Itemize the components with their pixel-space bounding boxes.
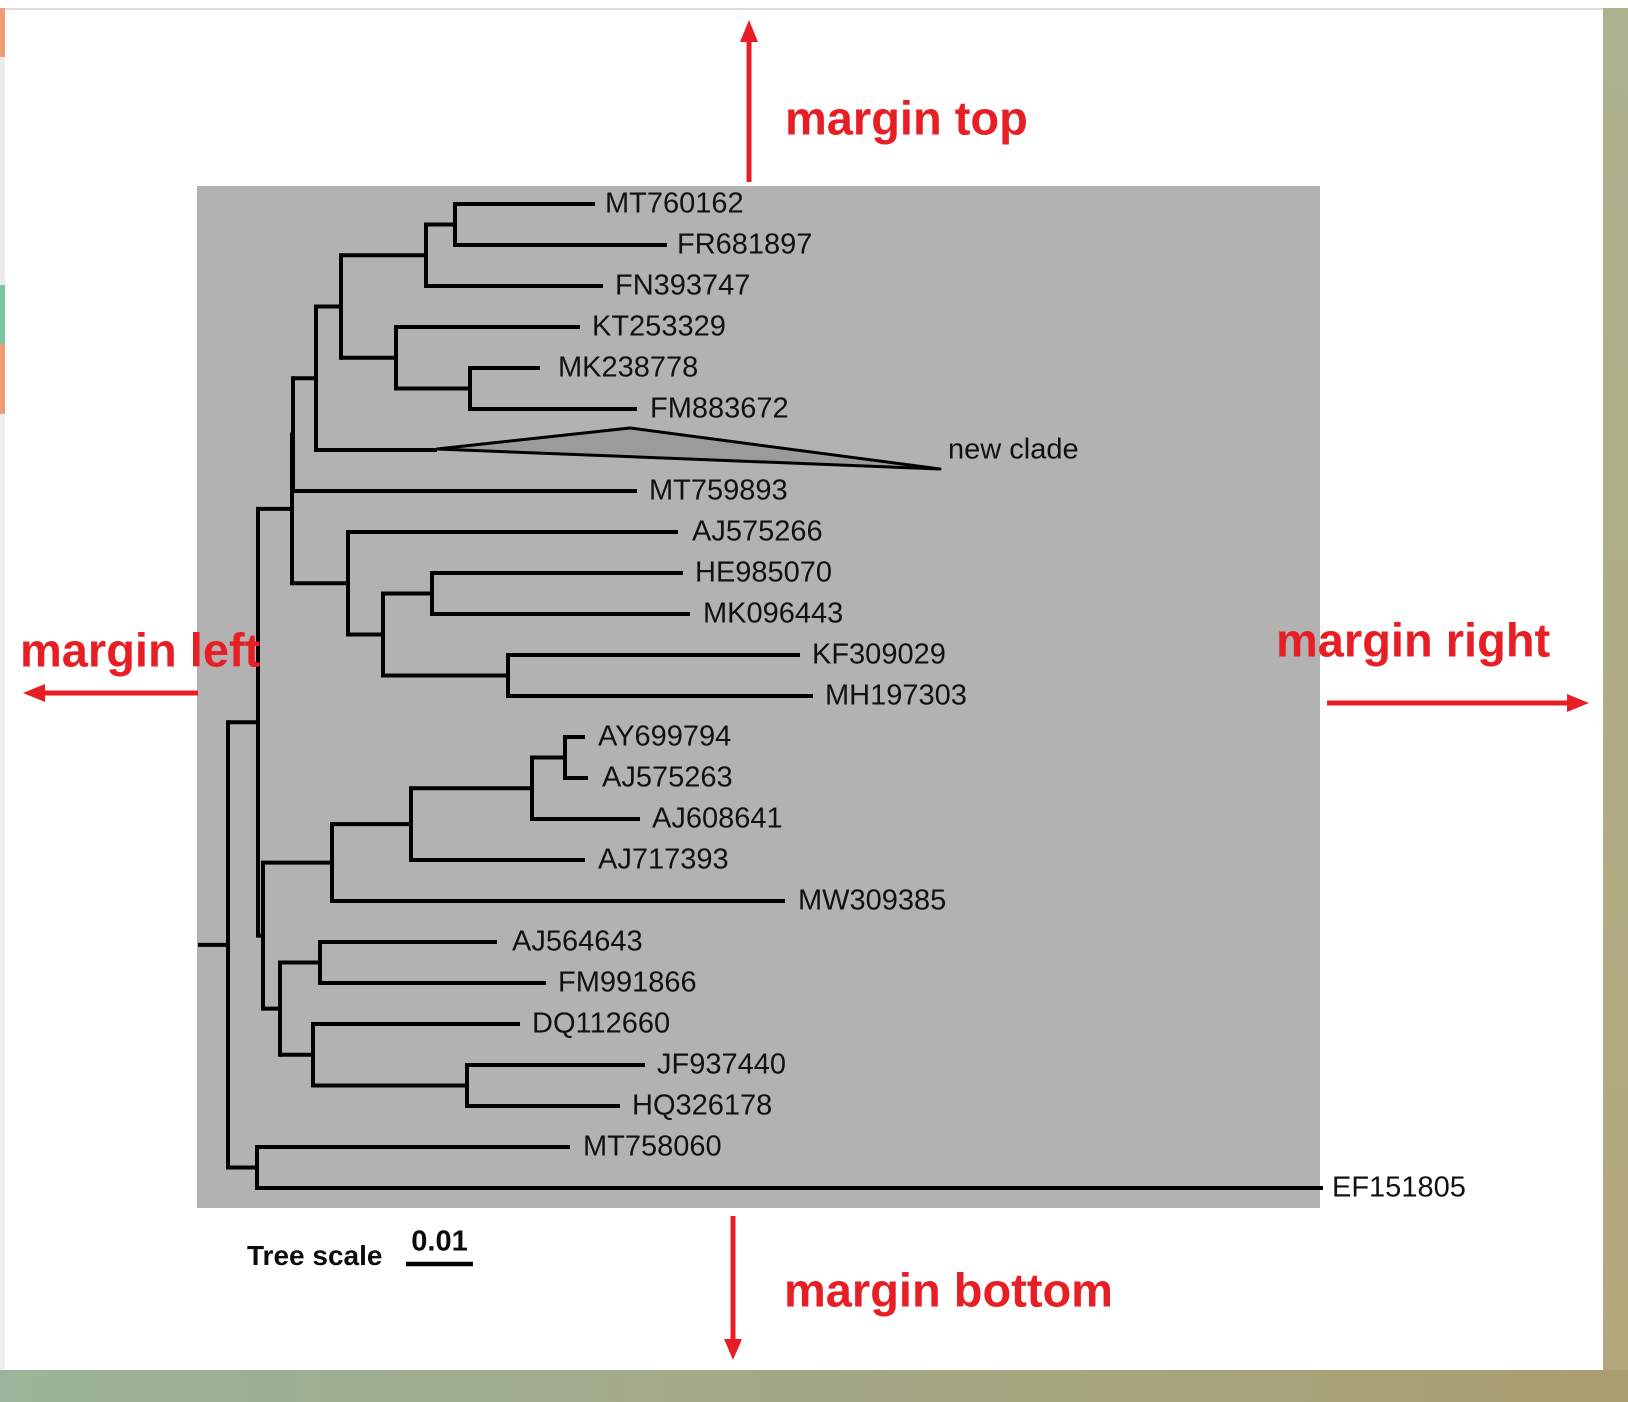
bottom-edge-strip	[0, 1370, 1628, 1402]
right-edge-strip	[1603, 8, 1628, 1370]
tip-label[interactable]: AJ575266	[692, 515, 823, 548]
margin-bottom-label: margin bottom	[784, 1263, 1113, 1317]
tip-label[interactable]: DQ112660	[532, 1007, 671, 1040]
tip-label[interactable]: KT253329	[592, 310, 726, 343]
tip-label[interactable]: MK096443	[703, 597, 844, 630]
left-strip-segment	[0, 344, 5, 414]
margin-left-arrowhead	[23, 684, 45, 702]
tip-label[interactable]: AJ564643	[512, 925, 643, 958]
tip-label[interactable]: MW309385	[798, 884, 947, 917]
tip-label[interactable]: MT759893	[649, 474, 788, 507]
tip-label[interactable]: AY699794	[598, 720, 732, 753]
tip-label[interactable]: KF309029	[812, 638, 946, 671]
tip-label[interactable]: AJ608641	[652, 802, 783, 835]
margin-right-arrowhead	[1567, 694, 1589, 712]
collapsed-clade-triangle[interactable]	[435, 426, 942, 471]
tip-label[interactable]: MH197303	[825, 679, 967, 712]
tip-label[interactable]: FM883672	[650, 392, 789, 425]
tip-label[interactable]: HQ326178	[632, 1089, 773, 1122]
left-strip-segment	[0, 8, 5, 57]
tip-label[interactable]: MT760162	[605, 187, 744, 220]
tip-label[interactable]: EF151805	[1332, 1171, 1466, 1204]
collapsed-clade-label[interactable]: new clade	[948, 433, 1079, 466]
left-edge-strip	[0, 8, 5, 1370]
tip-label[interactable]: HE985070	[695, 556, 833, 589]
left-strip-segment	[0, 57, 5, 285]
tree-branches	[198, 202, 1323, 1190]
collapsed-clade-group	[316, 426, 942, 471]
tip-label[interactable]: JF937440	[657, 1048, 786, 1081]
tip-label[interactable]: FM991866	[558, 966, 697, 999]
tip-label[interactable]: MK238778	[558, 351, 699, 384]
tree-scale-value: 0.01	[411, 1225, 468, 1258]
margin-arrows	[23, 20, 1589, 1360]
tip-label[interactable]: AJ717393	[598, 843, 729, 876]
tip-label[interactable]: AJ575263	[602, 761, 733, 794]
left-strip-segment	[0, 285, 5, 344]
top-hairline	[0, 8, 1628, 10]
tip-label[interactable]: MT758060	[583, 1130, 722, 1163]
margin-right-label: margin right	[1276, 613, 1551, 667]
tree-scale-label: Tree scale	[247, 1240, 383, 1271]
margin-left-label: margin left	[20, 623, 261, 677]
margin-top-arrowhead	[740, 20, 758, 42]
margin-top-label: margin top	[785, 91, 1028, 145]
tip-label[interactable]: FN393747	[615, 269, 751, 302]
margin-bottom-arrowhead	[724, 1339, 742, 1360]
tip-label[interactable]: FR681897	[677, 228, 813, 261]
left-strip-segment	[0, 414, 5, 1370]
